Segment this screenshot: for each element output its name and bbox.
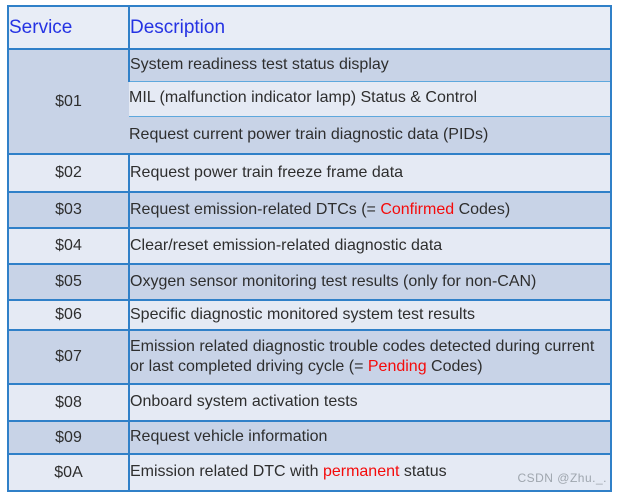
description-text: Oxygen sensor monitoring test results (o… bbox=[130, 272, 537, 290]
table-row: $06 Specific diagnostic monitored system … bbox=[8, 299, 611, 330]
description-cell: System readiness test status display bbox=[128, 48, 611, 81]
description-text: Emission related DTC with bbox=[130, 463, 323, 481]
description-cell: Request power train freeze frame data bbox=[128, 153, 611, 192]
service-code-cell: $0A bbox=[8, 453, 129, 491]
service-code-cell: $03 bbox=[8, 191, 129, 228]
table-row: $09 Request vehicle information bbox=[8, 420, 611, 454]
description-text: Clear/reset emission-related diagnostic … bbox=[130, 236, 443, 254]
table-header: Service Description bbox=[8, 5, 611, 49]
header-cell-service: Service bbox=[8, 5, 129, 49]
description-text: System readiness test status display bbox=[130, 56, 389, 74]
description-cell: Request vehicle information bbox=[128, 420, 611, 454]
service-code-cell: $09 bbox=[8, 420, 129, 454]
table-row: $0A Emission related DTC with permanent s… bbox=[8, 453, 611, 491]
description-cell: Oxygen sensor monitoring test results (o… bbox=[128, 263, 611, 300]
csdn-watermark: CSDN @Zhu._. bbox=[517, 471, 607, 485]
highlighted-text: Confirmed bbox=[380, 200, 455, 218]
description-text: Emission related diagnostic trouble code… bbox=[130, 337, 595, 375]
description-text: Request power train freeze frame data bbox=[130, 163, 404, 181]
description-text: Codes) bbox=[454, 200, 511, 218]
highlighted-text: permanent bbox=[322, 463, 400, 481]
service-code-cell: $04 bbox=[8, 227, 129, 264]
description-text: Request vehicle information bbox=[130, 428, 328, 446]
description-text: Specific diagnostic monitored system tes… bbox=[130, 305, 476, 323]
description-cell: Specific diagnostic monitored system tes… bbox=[128, 299, 611, 330]
description-cell: Emission related DTC with permanent stat… bbox=[128, 453, 611, 491]
header-row: Service Description bbox=[8, 5, 611, 49]
table-row: $03 Request emission-related DTCs (= Conf… bbox=[8, 191, 611, 228]
description-cell: Request current power train diagnostic d… bbox=[129, 115, 611, 154]
description-cell: Onboard system activation tests bbox=[128, 383, 611, 421]
description-text: status bbox=[399, 463, 447, 481]
service-code-cell: $05 bbox=[8, 263, 129, 300]
description-cell: Request emission-related DTCs (= Confirm… bbox=[128, 191, 611, 228]
service-code-cell: $01 bbox=[8, 48, 129, 154]
description-cell: Clear/reset emission-related diagnostic … bbox=[128, 227, 611, 264]
table-row: $05 Oxygen sensor monitoring test results… bbox=[8, 263, 611, 300]
description-text: Request emission-related DTCs (= bbox=[130, 200, 381, 218]
header-cell-description: Description bbox=[128, 5, 611, 49]
table-body: $01 System readiness test status display M… bbox=[8, 48, 611, 491]
table-row: $04 Clear/reset emission-related diagnost… bbox=[8, 227, 611, 264]
service-code-cell: $08 bbox=[8, 383, 129, 421]
service-code-cell: $06 bbox=[8, 299, 129, 330]
table-row: $01 System readiness test status display bbox=[8, 48, 611, 154]
description-cell: MIL (malfunction indicator lamp) Status … bbox=[129, 80, 611, 116]
service-code-cell: $07 bbox=[8, 329, 129, 384]
highlighted-text: Pending bbox=[367, 358, 427, 375]
table-row: MIL (malfunction indicator lamp) Status … bbox=[8, 80, 611, 116]
table-row: Request current power train diagnostic d… bbox=[8, 115, 611, 154]
description-text: Codes) bbox=[426, 358, 483, 375]
table-row: $02 Request power train freeze frame data bbox=[8, 153, 611, 192]
service-code-cell: $02 bbox=[8, 153, 129, 192]
service-description-table: Service Description $01 System readiness … bbox=[7, 5, 612, 492]
description-text: Request current power train diagnostic d… bbox=[129, 125, 489, 143]
table-row: $07 Emission related diagnostic trouble c… bbox=[8, 329, 611, 384]
description-text: Onboard system activation tests bbox=[130, 393, 358, 411]
description-cell: Emission related diagnostic trouble code… bbox=[128, 329, 611, 384]
table-row: $08 Onboard system activation tests bbox=[8, 383, 611, 421]
description-text: MIL (malfunction indicator lamp) Status … bbox=[129, 89, 477, 107]
